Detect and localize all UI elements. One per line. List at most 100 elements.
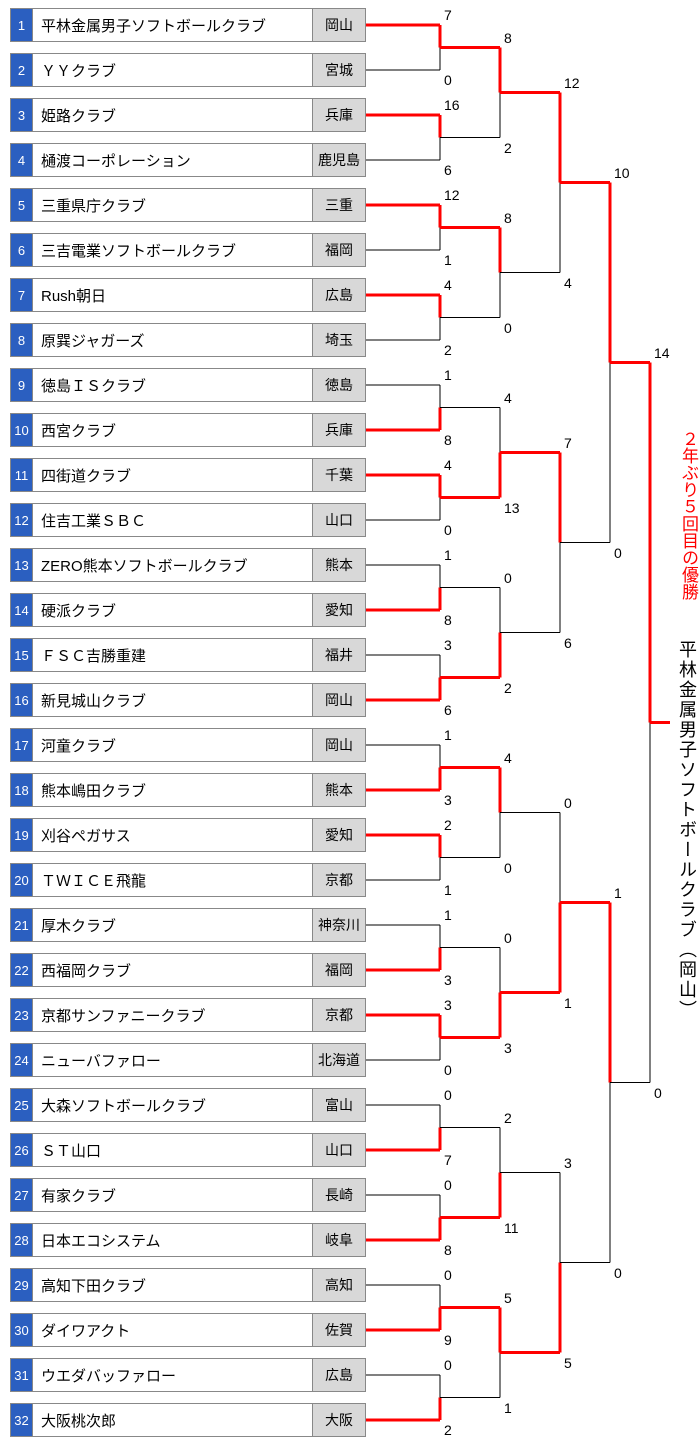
team-seed: 12 (10, 503, 32, 537)
team-row: 6三吉電業ソフトボールクラブ福岡 (10, 233, 366, 267)
match-score: 2 (444, 342, 452, 358)
team-seed: 4 (10, 143, 32, 177)
team-pref: 神奈川 (312, 908, 366, 942)
match-score: 12 (444, 187, 460, 203)
team-seed: 22 (10, 953, 32, 987)
match-score: 3 (444, 637, 452, 653)
match-score: 2 (504, 680, 512, 696)
team-name: Rush朝日 (32, 278, 312, 312)
match-score: 1 (444, 907, 452, 923)
team-seed: 16 (10, 683, 32, 717)
match-score: 12 (564, 75, 580, 91)
team-seed: 18 (10, 773, 32, 807)
match-score: 1 (504, 1400, 512, 1416)
team-row: 22西福岡クラブ福岡 (10, 953, 366, 987)
team-name: 硬派クラブ (32, 593, 312, 627)
team-seed: 29 (10, 1268, 32, 1302)
team-name: 日本エコシステム (32, 1223, 312, 1257)
team-seed: 30 (10, 1313, 32, 1347)
match-score: 3 (504, 1040, 512, 1056)
match-score: 2 (444, 817, 452, 833)
match-score: 8 (504, 30, 512, 46)
team-pref: 京都 (312, 863, 366, 897)
team-row: 4樋渡コーポレーション鹿児島 (10, 143, 366, 177)
team-row: 32大阪桃次郎大阪 (10, 1403, 366, 1437)
team-row: 15ＦＳＣ吉勝重建福井 (10, 638, 366, 672)
team-pref: 岐阜 (312, 1223, 366, 1257)
team-name: 有家クラブ (32, 1178, 312, 1212)
team-seed: 1 (10, 8, 32, 42)
team-seed: 28 (10, 1223, 32, 1257)
match-score: 7 (444, 7, 452, 23)
team-row: 20ＴＷＩＣＥ飛龍京都 (10, 863, 366, 897)
team-pref: 福岡 (312, 233, 366, 267)
team-seed: 14 (10, 593, 32, 627)
team-seed: 32 (10, 1403, 32, 1437)
team-seed: 10 (10, 413, 32, 447)
team-pref: 北海道 (312, 1043, 366, 1077)
match-score: 2 (444, 1422, 452, 1438)
match-score: 0 (654, 1085, 662, 1101)
team-row: 10西宮クラブ兵庫 (10, 413, 366, 447)
team-pref: 広島 (312, 1358, 366, 1392)
team-name: ZERO熊本ソフトボールクラブ (32, 548, 312, 582)
team-name: 河童クラブ (32, 728, 312, 762)
match-score: 4 (444, 457, 452, 473)
match-score: 1 (444, 252, 452, 268)
match-score: 8 (444, 432, 452, 448)
match-score: 4 (504, 390, 512, 406)
team-pref: 山口 (312, 503, 366, 537)
team-row: 21厚木クラブ神奈川 (10, 908, 366, 942)
team-name: 原巽ジャガーズ (32, 323, 312, 357)
team-pref: 高知 (312, 1268, 366, 1302)
team-name: ニューバファロー (32, 1043, 312, 1077)
team-seed: 20 (10, 863, 32, 897)
champion-subtitle: ２年ぶり５回目の優勝 (676, 430, 700, 600)
team-row: 19刈谷ペガサス愛知 (10, 818, 366, 852)
team-name: 平林金属男子ソフトボールクラブ (32, 8, 312, 42)
team-name: 西福岡クラブ (32, 953, 312, 987)
match-score: 1 (444, 727, 452, 743)
team-row: 3姫路クラブ兵庫 (10, 98, 366, 132)
match-score: 1 (444, 882, 452, 898)
team-name: ＹＹクラブ (32, 53, 312, 87)
match-score: 9 (444, 1332, 452, 1348)
team-name: 三吉電業ソフトボールクラブ (32, 233, 312, 267)
match-score: 14 (654, 345, 670, 361)
team-pref: 山口 (312, 1133, 366, 1167)
team-name: ダイワアクト (32, 1313, 312, 1347)
team-pref: 愛知 (312, 818, 366, 852)
team-name: 樋渡コーポレーション (32, 143, 312, 177)
team-row: 12住吉工業ＳＢＣ山口 (10, 503, 366, 537)
team-name: ＳＴ山口 (32, 1133, 312, 1167)
team-pref: 福井 (312, 638, 366, 672)
team-row: 30ダイワアクト佐賀 (10, 1313, 366, 1347)
match-score: 6 (564, 635, 572, 651)
team-seed: 31 (10, 1358, 32, 1392)
team-pref: 熊本 (312, 773, 366, 807)
match-score: 7 (564, 435, 572, 451)
team-pref: 佐賀 (312, 1313, 366, 1347)
team-row: 5三重県庁クラブ三重 (10, 188, 366, 222)
team-row: 26ＳＴ山口山口 (10, 1133, 366, 1167)
match-score: 7 (444, 1152, 452, 1168)
team-seed: 5 (10, 188, 32, 222)
team-name: 大森ソフトボールクラブ (32, 1088, 312, 1122)
match-score: 0 (444, 1177, 452, 1193)
team-name: 四街道クラブ (32, 458, 312, 492)
match-score: 5 (504, 1290, 512, 1306)
team-name: 高知下田クラブ (32, 1268, 312, 1302)
match-score: 13 (504, 500, 520, 516)
team-row: 25大森ソフトボールクラブ富山 (10, 1088, 366, 1122)
team-row: 11四街道クラブ千葉 (10, 458, 366, 492)
match-score: 6 (444, 702, 452, 718)
team-pref: 徳島 (312, 368, 366, 402)
team-seed: 8 (10, 323, 32, 357)
team-pref: 大阪 (312, 1403, 366, 1437)
match-score: 1 (444, 547, 452, 563)
team-pref: 富山 (312, 1088, 366, 1122)
team-seed: 23 (10, 998, 32, 1032)
match-score: 0 (614, 545, 622, 561)
team-seed: 2 (10, 53, 32, 87)
team-pref: 兵庫 (312, 98, 366, 132)
